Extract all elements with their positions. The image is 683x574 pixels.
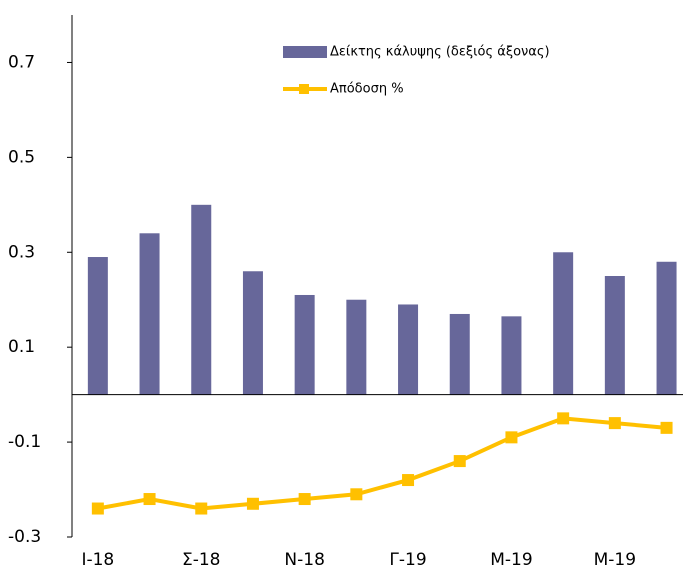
legend-label: Απόδοση % <box>330 82 404 97</box>
x-tick-label: Ν-18 <box>284 550 324 570</box>
marker <box>298 493 311 506</box>
x-tick-label: Ι-18 <box>81 550 114 570</box>
y-tick-label: 0.5 <box>8 147 35 167</box>
marker <box>91 502 104 515</box>
bar <box>553 252 574 395</box>
x-tick-label: Σ-18 <box>182 550 221 570</box>
legend-swatch <box>283 46 327 58</box>
marker <box>557 412 570 425</box>
marker <box>608 417 621 430</box>
line <box>97 416 667 511</box>
bar <box>139 233 160 395</box>
x-tick-label: Μ-19 <box>594 550 636 570</box>
bar <box>191 204 212 395</box>
legend-swatch <box>299 84 309 94</box>
marker <box>195 502 208 515</box>
y-tick-label: -0.1 <box>8 432 41 452</box>
marker <box>143 493 156 506</box>
bar <box>656 261 677 395</box>
x-tick-label: Μ-19 <box>490 550 532 570</box>
bar <box>346 299 367 395</box>
y-tick-label: 0.3 <box>8 242 35 262</box>
y-tick-label: 0.1 <box>8 337 35 357</box>
y-tick-label: 0.7 <box>8 52 35 72</box>
marker <box>350 488 363 501</box>
bar <box>604 276 625 395</box>
x-tick-label: Γ-19 <box>389 550 426 570</box>
marker <box>402 474 415 487</box>
marker <box>453 455 466 468</box>
legend-label: Δείκτης κάλυψης (δεξιός άξονας) <box>330 45 550 60</box>
bar <box>398 304 419 395</box>
marker <box>660 421 673 434</box>
bar <box>87 257 108 395</box>
bar <box>294 294 315 395</box>
marker <box>246 497 259 510</box>
y-tick-label: -0.3 <box>8 527 41 547</box>
marker <box>505 431 518 444</box>
bar <box>449 313 470 395</box>
bar <box>242 271 263 395</box>
bar <box>501 316 522 395</box>
